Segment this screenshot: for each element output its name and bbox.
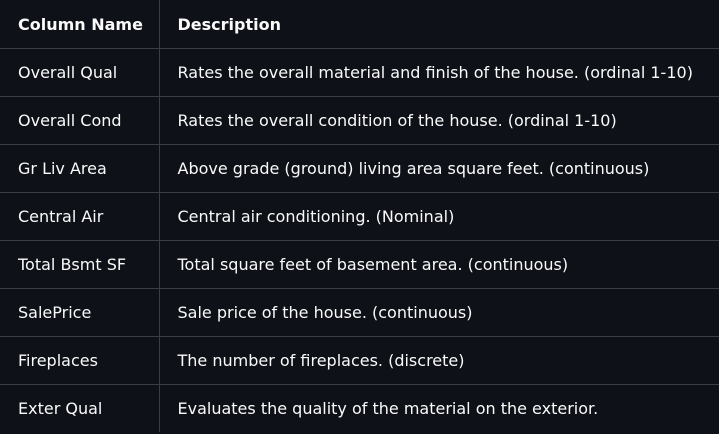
header-column-name: Column Name xyxy=(0,0,160,49)
cell-description: Above grade (ground) living area square … xyxy=(159,144,719,193)
table-row: Gr Liv Area Above grade (ground) living … xyxy=(0,144,719,193)
cell-column-name: Overall Qual xyxy=(0,48,160,97)
cell-description: Rates the overall condition of the house… xyxy=(159,96,719,145)
cell-column-name: Exter Qual xyxy=(0,384,160,432)
header-description: Description xyxy=(159,0,719,49)
table-row: Overall Qual Rates the overall material … xyxy=(0,48,719,97)
table-row: Central Air Central air conditioning. (N… xyxy=(0,192,719,241)
cell-column-name: Gr Liv Area xyxy=(0,144,160,193)
table-row: Total Bsmt SF Total square feet of basem… xyxy=(0,240,719,289)
cell-description: The number of fireplaces. (discrete) xyxy=(159,336,719,385)
cell-column-name: SalePrice xyxy=(0,288,160,337)
table-row: Exter Qual Evaluates the quality of the … xyxy=(0,384,719,432)
cell-column-name: Fireplaces xyxy=(0,336,160,385)
cell-description: Central air conditioning. (Nominal) xyxy=(159,192,719,241)
table-row: SalePrice Sale price of the house. (cont… xyxy=(0,288,719,337)
table-row: Fireplaces The number of fireplaces. (di… xyxy=(0,336,719,385)
cell-description: Rates the overall material and finish of… xyxy=(159,48,719,97)
table-header-row: Column Name Description xyxy=(0,0,719,49)
cell-column-name: Central Air xyxy=(0,192,160,241)
cell-column-name: Total Bsmt SF xyxy=(0,240,160,289)
table-row: Overall Cond Rates the overall condition… xyxy=(0,96,719,145)
cell-description: Evaluates the quality of the material on… xyxy=(177,399,599,418)
cell-column-name: Overall Cond xyxy=(0,96,160,145)
cell-description: Sale price of the house. (continuous) xyxy=(159,288,719,337)
cell-description: Total square feet of basement area. (con… xyxy=(159,240,719,289)
